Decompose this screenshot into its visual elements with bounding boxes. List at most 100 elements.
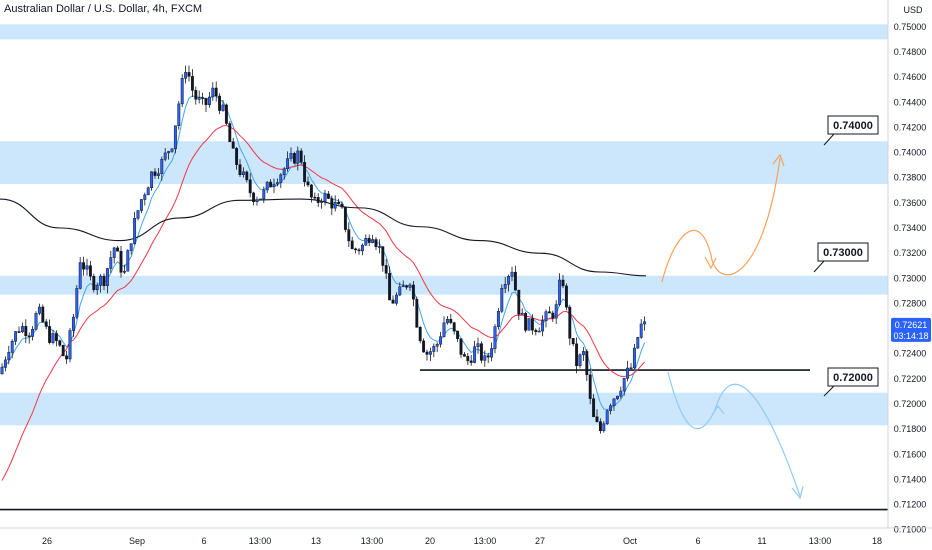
- candle-17: [58, 339, 62, 348]
- horizontal-lines: [0, 369, 888, 511]
- candle-149: [507, 274, 511, 292]
- price-tick-label: 0.73600: [894, 198, 927, 208]
- candle-41: [139, 199, 143, 214]
- candle-168: [571, 338, 575, 347]
- candle-132: [449, 313, 453, 325]
- candle-34: [116, 245, 120, 252]
- price-tick-label: 0.71400: [894, 474, 927, 484]
- candlesticks: [0, 65, 647, 434]
- candle-169: [575, 337, 579, 374]
- bearish-arrowhead-icon: [791, 485, 804, 500]
- candle-115: [391, 295, 395, 304]
- candle-103: [350, 236, 354, 250]
- candle-141: [479, 341, 483, 364]
- candle-150: [510, 266, 514, 282]
- bullish-projection-curve[interactable]: [661, 157, 781, 283]
- price-callout-1[interactable]: 0.73000: [813, 242, 869, 273]
- candle-93: [316, 193, 320, 207]
- price-tick-label: 0.72200: [894, 374, 927, 384]
- time-axis[interactable]: 26 Sep 6 13:00 13 13:00 20 13:00 27 Oct 6 11 13:00 18: [0, 527, 932, 546]
- candle-128: [435, 342, 439, 353]
- time-tick-label: 13:00: [361, 536, 384, 546]
- candle-177: [602, 421, 606, 433]
- candle-79: [269, 179, 273, 187]
- candle-82: [279, 173, 283, 189]
- candle-28: [95, 282, 99, 295]
- candle-118: [401, 280, 405, 288]
- time-tick-label: Oct: [623, 536, 638, 546]
- candle-86: [292, 151, 296, 165]
- ema-slow-line: [1, 125, 645, 481]
- price-axis[interactable]: USD 0.75000 0.74800 0.74600 0.74400 0.74200 0.…: [887, 0, 932, 550]
- candle-80: [272, 178, 276, 194]
- candle-46: [156, 167, 160, 179]
- candle-137: [466, 353, 470, 366]
- candle-182: [619, 386, 623, 399]
- projection-arrows: [661, 153, 804, 500]
- candle-127: [432, 343, 436, 358]
- candle-117: [398, 282, 402, 297]
- bar-countdown: 03:14:18: [893, 331, 928, 341]
- candle-69: [235, 146, 239, 170]
- candle-33: [112, 246, 116, 264]
- currency-label: USD: [903, 5, 923, 15]
- price-callouts: 0.74000 0.73000 0.72000: [813, 115, 879, 397]
- time-tick-label: 13:00: [474, 536, 497, 546]
- candle-59: [201, 92, 205, 105]
- candle-140: [476, 337, 480, 354]
- time-tick-label: 13:00: [809, 536, 832, 546]
- candle-170: [578, 353, 582, 369]
- candle-139: [473, 340, 477, 364]
- candle-94: [320, 198, 324, 209]
- candle-129: [439, 332, 443, 348]
- price-tick-label: 0.73400: [894, 223, 927, 233]
- candle-159: [541, 315, 545, 337]
- candle-43: [146, 186, 150, 196]
- candle-57: [194, 86, 198, 105]
- candle-175: [595, 409, 599, 423]
- candle-104: [354, 247, 358, 254]
- price-callout-2[interactable]: 0.72000: [823, 367, 879, 397]
- price-callout-0[interactable]: 0.74000: [823, 115, 879, 146]
- candle-160: [544, 309, 548, 328]
- candle-131: [445, 316, 449, 325]
- candle-85: [289, 147, 293, 162]
- candle-78: [265, 181, 269, 194]
- candle-60: [204, 97, 208, 113]
- candle-47: [160, 156, 164, 181]
- candle-56: [190, 69, 194, 98]
- candle-133: [452, 321, 456, 335]
- candle-163: [554, 300, 558, 324]
- candle-83: [282, 167, 286, 180]
- candle-42: [143, 192, 147, 206]
- zone-2: [0, 275, 888, 295]
- price-tick-label: 0.73200: [894, 248, 927, 258]
- candle-54: [184, 65, 188, 84]
- candle-184: [626, 360, 630, 382]
- candle-100: [340, 201, 344, 209]
- candle-58: [197, 90, 201, 104]
- candle-26: [88, 260, 92, 281]
- callout-label: 0.74000: [833, 120, 873, 132]
- candle-125: [425, 349, 429, 361]
- candle-164: [558, 273, 562, 307]
- candle-62: [211, 82, 215, 101]
- candle-5: [17, 326, 21, 334]
- bearish-projection-curve[interactable]: [667, 371, 801, 497]
- candle-0: [0, 363, 4, 375]
- candle-49: [167, 150, 171, 160]
- candle-138: [469, 354, 473, 366]
- candle-25: [85, 258, 89, 276]
- candle-154: [524, 311, 528, 333]
- candle-87: [296, 146, 300, 171]
- candle-124: [422, 338, 426, 353]
- candle-101: [343, 206, 347, 233]
- candle-24: [82, 256, 86, 276]
- candle-187: [636, 336, 640, 349]
- candle-77: [262, 186, 266, 204]
- candle-145: [493, 324, 497, 354]
- candle-14: [48, 319, 52, 345]
- candle-121: [411, 280, 415, 307]
